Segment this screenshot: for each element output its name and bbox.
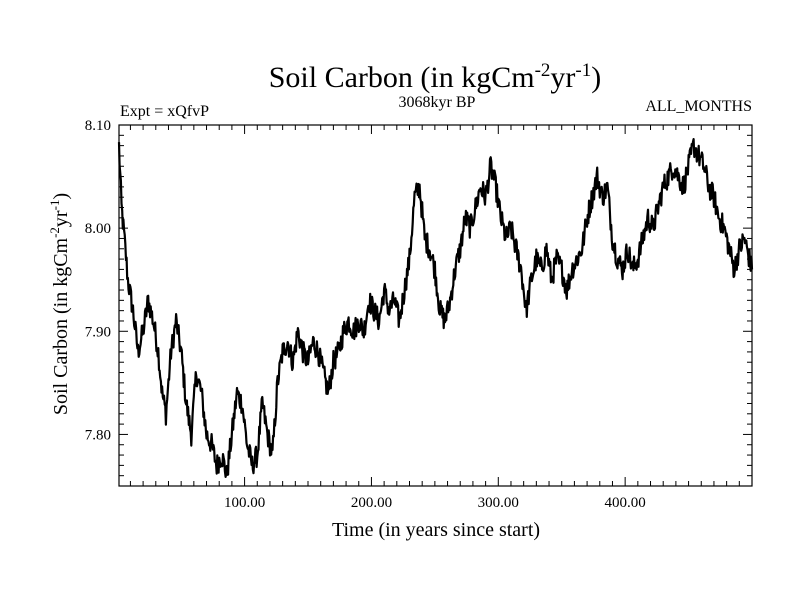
chart-title: Soil Carbon (in kgCm-2yr-1) (269, 60, 602, 94)
x-tick-label: 300.00 (478, 495, 519, 511)
x-tick-label: 100.00 (224, 495, 265, 511)
y-tick-label: 7.90 (85, 324, 111, 340)
months-label: ALL_MONTHS (645, 98, 752, 115)
x-tick-label: 400.00 (605, 495, 646, 511)
x-tick-label: 200.00 (351, 495, 392, 511)
expt-label: Expt = xQfvP (120, 103, 209, 120)
plot-frame (118, 124, 753, 487)
soil-carbon-series-line (117, 138, 754, 478)
y-tick-label: 8.00 (85, 221, 111, 237)
axis-ticks (119, 125, 752, 486)
x-axis-label: Time (in years since start) (332, 519, 540, 541)
y-tick-label: 7.80 (85, 427, 111, 443)
y-tick-label: 8.10 (85, 118, 111, 134)
y-axis-label: Soil Carbon (in kgCm-2yr-1) (47, 193, 72, 415)
x-tick-labels: 100.00 200.00 300.00 400.00 (224, 495, 646, 511)
chart-subtitle: 3068kyr BP (399, 94, 476, 111)
y-tick-labels: 7.80 7.90 8.00 8.10 (85, 118, 111, 443)
